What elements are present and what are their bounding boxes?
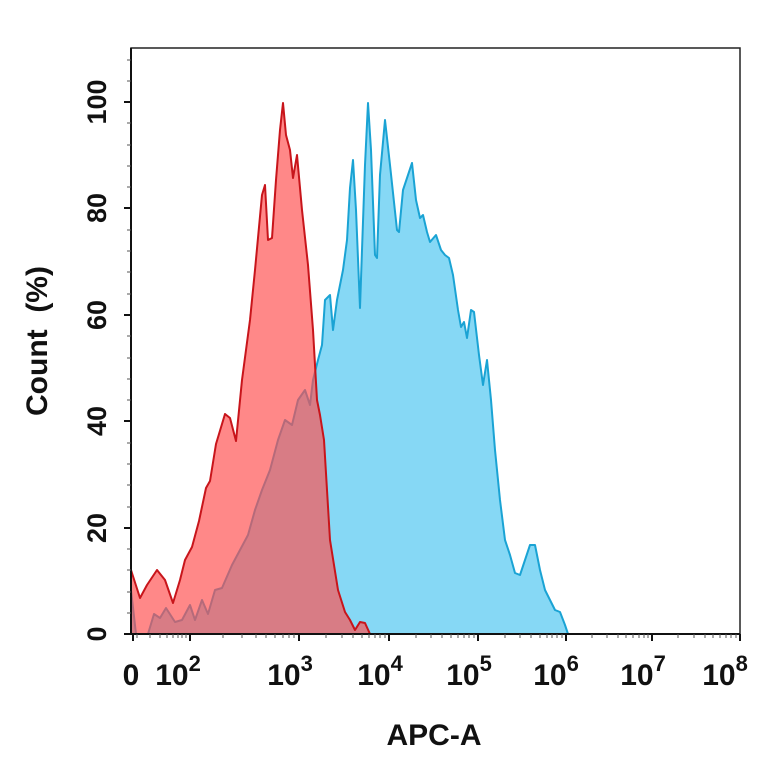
y-tick-20: 20: [82, 513, 112, 543]
series-control-red-fill: [130, 102, 371, 635]
y-tick-0: 0: [82, 626, 112, 641]
y-tick-80: 80: [82, 193, 112, 223]
x-tick-1e6: 106: [533, 651, 579, 692]
x-major-ticks: [132, 634, 741, 641]
x-tick-1e3: 103: [267, 651, 313, 692]
y-axis-title: Count (%): [21, 266, 54, 416]
x-minor-ticks: [136, 634, 737, 638]
x-tick-0: 0: [123, 659, 140, 692]
x-tick-1e7: 107: [620, 651, 666, 692]
y-tick-40: 40: [82, 406, 112, 436]
x-tick-1e8: 108: [702, 651, 748, 692]
y-major-ticks: [124, 101, 131, 635]
y-minor-ticks: [127, 59, 131, 614]
x-tick-labels: 0 102 103 104 105 106 107 108: [123, 651, 748, 692]
y-tick-100: 100: [82, 79, 112, 124]
x-tick-1e5: 105: [446, 651, 492, 692]
y-tick-60: 60: [82, 300, 112, 330]
x-tick-1e2: 102: [155, 651, 201, 692]
y-tick-labels: 0 20 40 60 80 100: [82, 79, 112, 641]
x-tick-1e4: 104: [357, 651, 403, 692]
x-axis-title: APC-A: [387, 719, 482, 752]
